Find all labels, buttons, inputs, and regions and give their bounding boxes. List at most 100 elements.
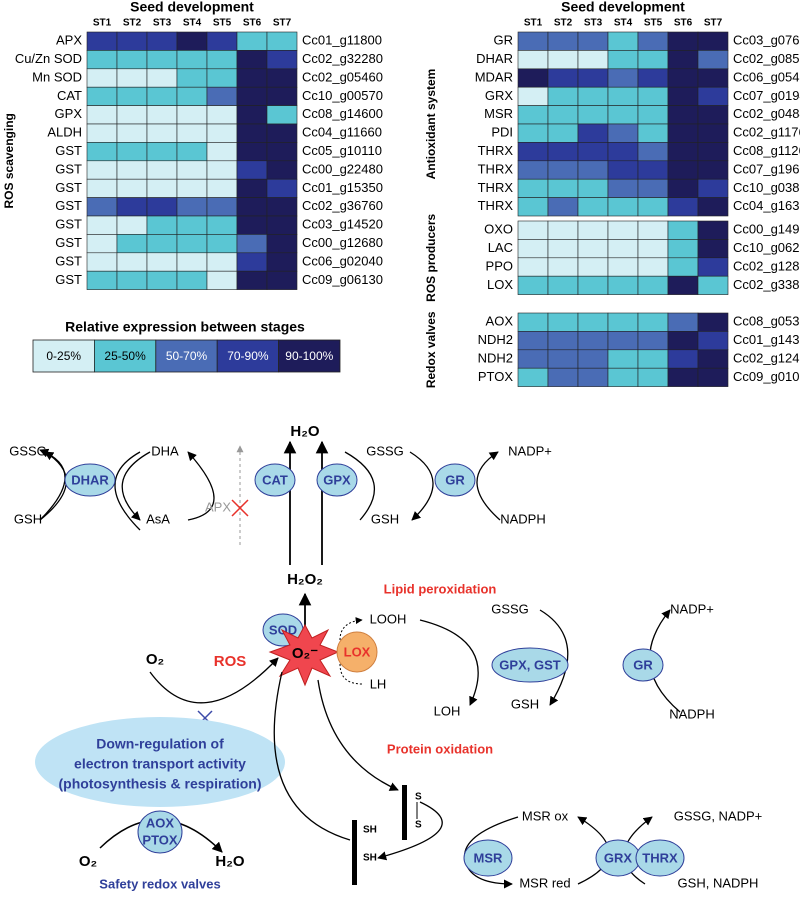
heat-cell [86, 234, 118, 254]
enzyme-label: THRX [478, 180, 514, 195]
heat-cell [697, 178, 729, 198]
stage-label: ST4 [183, 18, 202, 29]
process-ellipse [35, 717, 285, 807]
heat-cell [637, 367, 669, 387]
heat-cell [667, 123, 699, 143]
panel-title: Seed development [130, 0, 254, 15]
heat-cell [577, 349, 609, 369]
heat-cell [697, 257, 729, 277]
heat-cell [697, 123, 729, 143]
heat-cell [697, 68, 729, 88]
label: AsA [146, 511, 170, 526]
stage-label: ST7 [273, 18, 292, 29]
enzyme-ellipse [491, 647, 569, 683]
gene-id: Cc03_g07600 [733, 33, 800, 48]
heat-cell [637, 349, 669, 369]
heat-cell [607, 142, 639, 162]
label: Safety redox valves [99, 876, 220, 891]
heat-cell [517, 257, 549, 277]
heat-cell [206, 105, 238, 125]
label: LOH [434, 703, 461, 718]
heat-cell [266, 234, 298, 254]
legend-swatch [278, 339, 341, 373]
heat-cell [266, 86, 298, 106]
label: S [415, 820, 422, 831]
heat-cell [697, 275, 729, 295]
heat-cell [176, 178, 208, 198]
gene-id: Cc01_g11800 [302, 33, 382, 48]
heat-cell [637, 68, 669, 88]
heat-cell [637, 239, 669, 259]
block-mark [231, 499, 249, 517]
heat-cell [266, 270, 298, 290]
arrow [344, 451, 376, 521]
heat-cell [86, 160, 118, 180]
enzyme-label: ALDH [47, 125, 82, 140]
heat-cell [667, 31, 699, 51]
arrow [409, 451, 434, 521]
enzyme-label: LAC [488, 240, 513, 255]
heat-cell [667, 275, 699, 295]
heat-cell [176, 50, 208, 70]
heat-cell [577, 31, 609, 51]
heat-cell [266, 31, 298, 51]
heat-cell [697, 349, 729, 369]
heat-cell [607, 349, 639, 369]
heat-cell [146, 178, 178, 198]
label: GSSG [491, 601, 529, 616]
stage-label: ST5 [213, 18, 232, 29]
heat-cell [236, 160, 268, 180]
heat-cell [607, 257, 639, 277]
enzyme-label: GST [55, 161, 82, 176]
enzyme-label: APX [56, 33, 82, 48]
enzyme-label: THRX [478, 198, 514, 213]
enzyme-label: Mn SOD [32, 69, 82, 84]
heat-cell [86, 50, 118, 70]
heat-cell [637, 105, 669, 125]
group-label: Antioxidant system [424, 69, 438, 180]
gene-id: Cc00_g14920 [733, 222, 800, 237]
heat-cell [667, 239, 699, 259]
heat-cell [667, 257, 699, 277]
label: GSH [14, 511, 42, 526]
heat-cell [607, 312, 639, 332]
heat-cell [547, 86, 579, 106]
heat-cell [547, 367, 579, 387]
heat-cell [206, 252, 238, 272]
heat-cell [697, 105, 729, 125]
enzyme-label: PDI [491, 125, 513, 140]
heat-cell [146, 31, 178, 51]
heat-cell [547, 239, 579, 259]
heat-cell [116, 68, 148, 88]
enzyme-label: MDAR [475, 69, 513, 84]
heat-cell [206, 31, 238, 51]
arrow [476, 451, 501, 521]
heat-cell [607, 160, 639, 180]
enzyme: MSR [474, 850, 504, 865]
heat-cell [206, 86, 238, 106]
heat-cell [697, 197, 729, 217]
heat-cell [236, 31, 268, 51]
heat-cell [266, 142, 298, 162]
heat-cell [667, 367, 699, 387]
heat-cell [637, 178, 669, 198]
legend-label: 70-90% [227, 349, 269, 363]
legend-label: 50-70% [166, 349, 208, 363]
heat-cell [637, 123, 669, 143]
gene-id: Cc09_g01070 [733, 369, 800, 384]
gene-id: Cc09_g06130 [302, 272, 383, 287]
heat-cell [517, 105, 549, 125]
enzyme-label: GST [55, 235, 82, 250]
label: APX [205, 499, 231, 514]
heat-cell [146, 234, 178, 254]
heat-cell [517, 123, 549, 143]
enzyme-label: GPX [55, 106, 83, 121]
enzyme-label: MSR [484, 106, 513, 121]
heat-cell [667, 197, 699, 217]
gene-id: Cc10_g00570 [302, 88, 383, 103]
enzyme-label: GRX [485, 88, 514, 103]
heat-cell [637, 331, 669, 351]
label: O₂⁻ [292, 645, 318, 662]
heat-cell [146, 50, 178, 70]
heat-cell [86, 178, 118, 198]
